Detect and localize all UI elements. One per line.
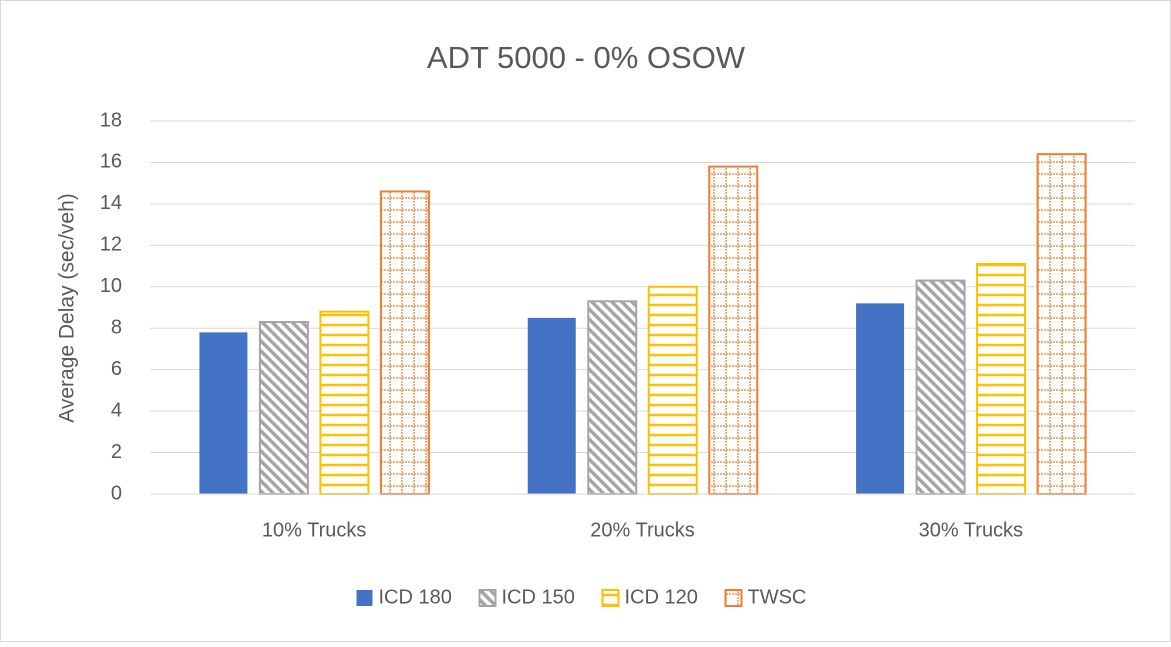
y-tick-label: 16 [100,151,122,173]
y-tick-label: 2 [111,441,122,463]
bar [587,300,638,495]
x-tick-label: 30% Trucks [919,519,1023,541]
y-axis-label: Average Delay (sec/veh) [56,193,79,423]
y-tick-label: 4 [111,399,122,421]
bar [915,279,966,495]
y-tick-label: 12 [100,234,122,256]
bar [319,310,370,495]
bar [856,303,905,494]
legend-swatch [724,589,743,607]
chart-title: ADT 5000 - 0% OSOW [427,40,746,75]
legend-swatch [601,589,620,607]
y-tick-label: 14 [100,192,122,214]
y-tick-label: 8 [111,317,122,339]
bar [708,165,759,495]
legend-label: ICD 120 [625,586,698,608]
bar [527,317,576,494]
bar [258,321,309,495]
bar [1036,153,1087,495]
bar [976,262,1027,495]
y-tick-label: 10 [100,275,122,297]
legend-label: TWSC [748,586,807,608]
x-tick-label: 20% Trucks [590,519,694,541]
y-tick-label: 18 [100,109,122,131]
y-tick-label: 0 [111,482,122,504]
legend-swatch [356,590,373,606]
bar [199,332,248,494]
legend-label: ICD 150 [502,586,575,608]
x-tick-label: 10% Trucks [262,519,366,541]
bar [647,285,698,495]
y-tick-label: 6 [111,358,122,380]
bar [379,190,430,495]
legend-swatch [478,589,497,607]
legend-label: ICD 180 [379,586,452,608]
